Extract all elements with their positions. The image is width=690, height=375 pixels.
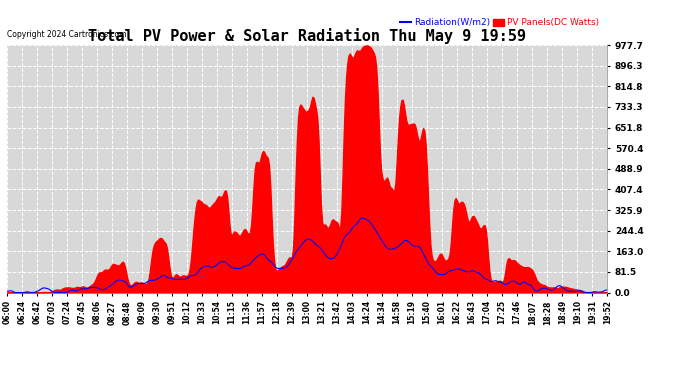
Title: Total PV Power & Solar Radiation Thu May 9 19:59: Total PV Power & Solar Radiation Thu May… (88, 28, 526, 44)
Text: Copyright 2024 Cartronics.com: Copyright 2024 Cartronics.com (7, 30, 126, 39)
Legend: Radiation(W/m2), PV Panels(DC Watts): Radiation(W/m2), PV Panels(DC Watts) (397, 15, 602, 31)
